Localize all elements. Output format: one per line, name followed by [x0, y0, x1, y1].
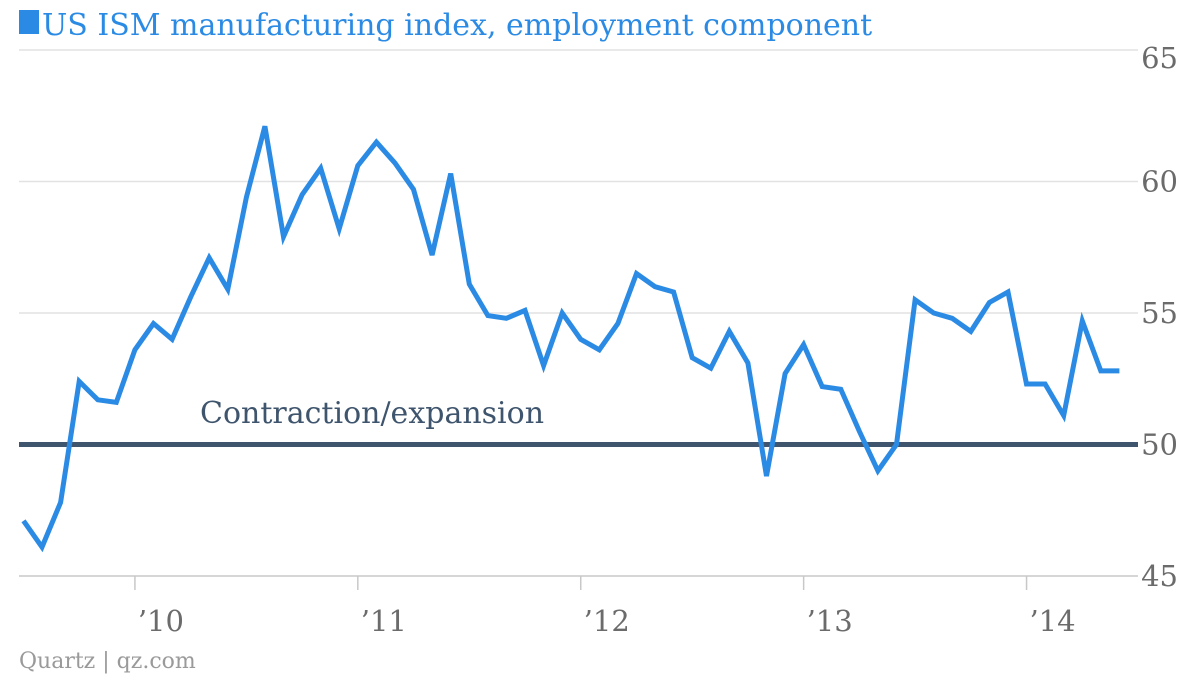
series-group: [21, 125, 1120, 553]
chart-title-group: US ISM manufacturing index, employment c…: [19, 8, 872, 43]
reference-line-group: Contraction/expansion: [19, 396, 1138, 447]
gridlines: [19, 49, 1138, 446]
x-tick-label: ’10: [138, 604, 184, 638]
x-tick-label: ’14: [1029, 604, 1075, 638]
y-axis-ticks: 45 50 55 60 65: [1141, 41, 1178, 593]
y-tick-label: 55: [1141, 296, 1178, 330]
chart-title: US ISM manufacturing index, employment c…: [42, 8, 872, 43]
x-tick-label: ’12: [584, 604, 630, 638]
source-credit: Quartz | qz.com: [19, 649, 196, 674]
series-line: [21, 125, 1120, 553]
y-tick-label: 50: [1141, 428, 1178, 462]
x-tick-label: ’11: [361, 604, 407, 638]
legend-swatch: [19, 10, 39, 34]
x-tick-label: ’13: [807, 604, 853, 638]
y-tick-label: 60: [1141, 165, 1178, 199]
y-tick-label: 65: [1141, 41, 1178, 75]
reference-line-label: Contraction/expansion: [200, 396, 544, 431]
x-axis: ’10 ’11 ’12 ’13 ’14: [19, 575, 1138, 638]
y-tick-label: 45: [1141, 559, 1178, 593]
